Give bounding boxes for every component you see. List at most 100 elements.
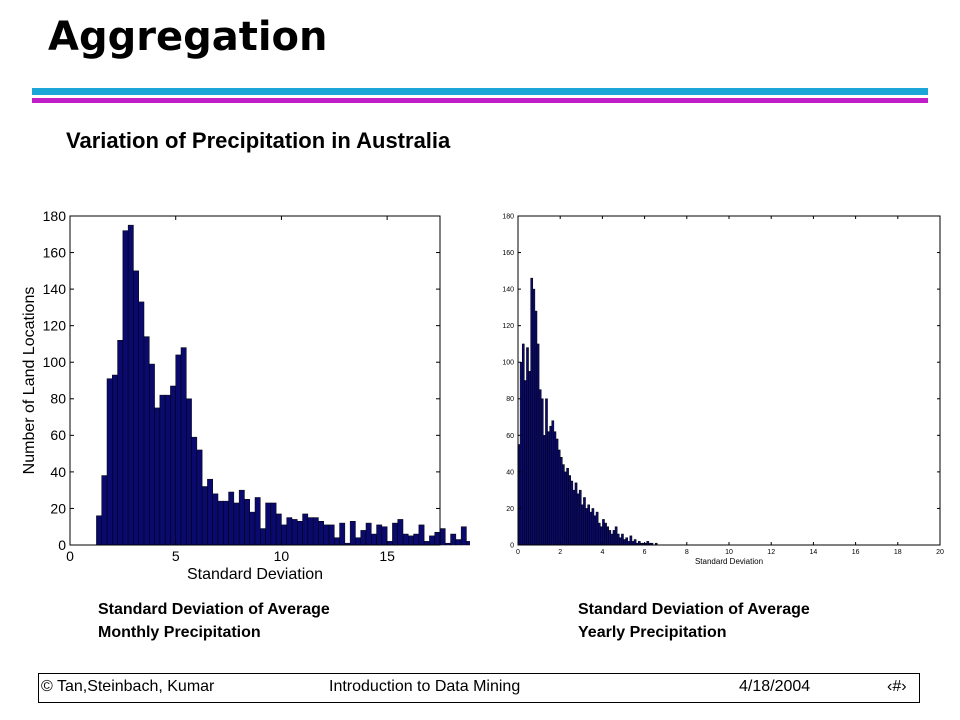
x-tick-label: 0: [66, 548, 74, 564]
y-tick-label: 100: [43, 354, 67, 370]
histogram-bar: [265, 502, 272, 546]
histogram-bar: [349, 520, 356, 546]
histogram-bar: [534, 310, 538, 546]
x-tick-label: 0: [516, 549, 520, 556]
footer-bar: © Tan,Steinbach, Kumar Introduction to D…: [38, 673, 920, 703]
histogram-bar: [526, 347, 529, 546]
histogram-bar: [402, 533, 409, 546]
histogram-bar: [117, 340, 124, 546]
histogram-bar: [249, 511, 256, 546]
histogram-bar: [631, 541, 635, 546]
histogram-bar: [339, 522, 346, 546]
histogram-bar: [133, 270, 139, 546]
histogram-bar: [408, 535, 414, 546]
histogram-bar: [180, 347, 187, 546]
histogram-bar: [532, 288, 536, 546]
histogram-bar: [633, 539, 637, 546]
histogram-bar: [418, 524, 425, 546]
y-tick-label: 20: [506, 506, 514, 513]
histogram-bar: [270, 502, 277, 546]
histogram-bar: [164, 394, 171, 546]
histogram-bar: [610, 533, 614, 546]
histogram-bar: [538, 389, 542, 546]
y-axis-label: Number of Land Locations: [21, 287, 38, 475]
histogram-bar: [466, 541, 470, 546]
histogram-bar: [619, 537, 622, 546]
histogram-bar: [413, 533, 420, 546]
x-tick-label: 6: [643, 549, 647, 556]
caption-yearly: Standard Deviation of Average Yearly Pre…: [578, 598, 810, 644]
caption-yearly-line1: Standard Deviation of Average: [578, 601, 810, 618]
histogram-bar: [186, 398, 192, 546]
y-tick-label: 80: [506, 396, 514, 403]
histogram-bar: [625, 537, 628, 546]
histogram-bar: [521, 343, 525, 546]
x-tick-label: 15: [379, 548, 395, 564]
histogram-bar: [597, 522, 601, 546]
histogram-bar: [646, 541, 650, 546]
x-tick-label: 12: [767, 549, 775, 556]
histogram-bar: [621, 533, 624, 546]
histogram-bar: [318, 520, 324, 546]
y-tick-label: 20: [50, 500, 66, 516]
slide-subtitle: Variation of Precipitation in Australia: [66, 128, 451, 153]
histogram-bar: [591, 508, 595, 546]
histogram-bar: [439, 528, 446, 546]
histogram-bar: [328, 524, 335, 546]
histogram-bar: [564, 471, 567, 546]
y-tick-label: 40: [50, 464, 66, 480]
histogram-bar: [585, 508, 588, 546]
histogram-bar: [238, 489, 245, 546]
histogram-bar: [355, 537, 361, 546]
histogram-bar: [96, 515, 102, 546]
histogram-bar: [604, 522, 607, 546]
histogram-bar: [275, 513, 282, 546]
title-rule-gap: [32, 95, 928, 98]
histogram-bar: [455, 539, 462, 546]
x-tick-label: 18: [894, 549, 902, 556]
title-rule-bottom: [32, 98, 928, 103]
caption-monthly: Standard Deviation of Average Monthly Pr…: [98, 598, 330, 644]
histogram-bar: [627, 541, 631, 546]
histogram-bar: [574, 482, 578, 546]
histogram-bar: [572, 489, 576, 546]
histogram-bar: [323, 524, 330, 546]
histogram-bar: [581, 504, 584, 546]
histogram-bar: [549, 425, 553, 546]
plot-frame: [69, 215, 441, 546]
histogram-bar: [297, 520, 303, 546]
x-tick-label: 8: [685, 549, 689, 556]
histogram-bar: [307, 517, 314, 546]
y-tick-label: 180: [502, 213, 514, 220]
y-tick-label: 180: [43, 208, 67, 224]
histogram-bar: [196, 449, 203, 546]
slide-title: Aggregation: [48, 14, 328, 60]
histogram-bar: [593, 515, 597, 546]
histogram-bar: [175, 354, 182, 546]
histogram-bar: [583, 497, 586, 546]
histogram-bar: [376, 524, 383, 546]
y-tick-label: 120: [502, 323, 514, 330]
y-tick-label: 160: [43, 244, 67, 260]
histogram-bar: [260, 528, 266, 546]
histogram-bar: [170, 385, 176, 546]
x-axis-label: Standard Deviation: [187, 566, 323, 583]
caption-monthly-line2: Monthly Precipitation: [98, 624, 261, 641]
x-tick-label: 14: [810, 549, 818, 556]
histogram-bar: [228, 491, 235, 546]
x-tick-label: 16: [852, 549, 860, 556]
histogram-bar: [312, 517, 319, 546]
histogram-bar: [602, 519, 605, 546]
histogram-bar: [614, 526, 618, 546]
histogram-bar: [397, 519, 404, 546]
histogram-bar: [568, 475, 571, 546]
histogram-bar: [281, 524, 287, 546]
histogram-bar: [159, 394, 166, 546]
histogram-bar: [112, 374, 118, 546]
histogram-bar: [423, 541, 430, 546]
histogram-bars: [517, 277, 658, 546]
histogram-bar: [543, 435, 546, 546]
histogram-bar: [106, 378, 113, 546]
histogram-bar: [559, 457, 563, 546]
histogram-bar: [212, 493, 219, 546]
